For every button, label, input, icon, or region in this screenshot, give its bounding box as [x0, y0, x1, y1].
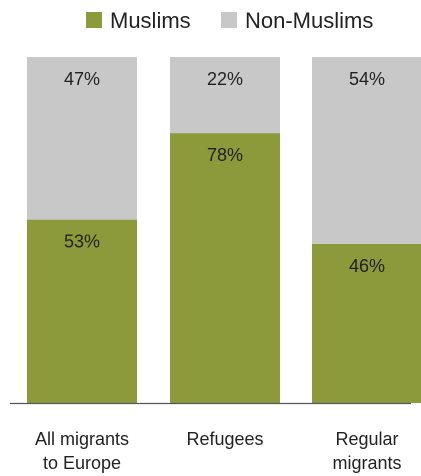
bar-segment-non-muslims-2 — [312, 57, 421, 244]
bar-segment-non-muslims-1 — [170, 57, 280, 134]
data-label-non-muslims-2: 54% — [349, 69, 385, 89]
data-label-muslims-0: 53% — [64, 232, 100, 252]
legend-label-non-muslims: Non-Muslims — [245, 8, 373, 33]
category-labels: All migrants to Europe Refugees Regular migr… — [35, 429, 402, 473]
category-label-2-line-0: Regular — [335, 429, 398, 449]
legend: Muslims Non-Muslims — [86, 8, 373, 33]
data-label-non-muslims-1: 22% — [207, 69, 243, 89]
data-label-non-muslims-0: 47% — [64, 69, 100, 89]
legend-swatch-muslims — [86, 12, 102, 28]
bar-segment-non-muslims-0 — [27, 57, 137, 220]
category-label-1-line-0: Refugees — [186, 429, 263, 449]
bars: 53% 47% 78% 22% 46% 54% — [27, 57, 421, 403]
category-label-0-line-0: All migrants — [35, 429, 129, 449]
bar-segment-muslims-2 — [312, 243, 421, 403]
data-label-muslims-2: 46% — [349, 256, 385, 276]
category-label-2-line-1: migrants — [332, 453, 401, 473]
bar-segment-muslims-1 — [170, 133, 280, 403]
data-label-muslims-1: 78% — [207, 145, 243, 165]
category-label-0-line-1: to Europe — [43, 453, 121, 473]
legend-swatch-non-muslims — [221, 12, 237, 28]
legend-label-muslims: Muslims — [110, 8, 191, 33]
bar-segment-muslims-0 — [27, 219, 137, 403]
